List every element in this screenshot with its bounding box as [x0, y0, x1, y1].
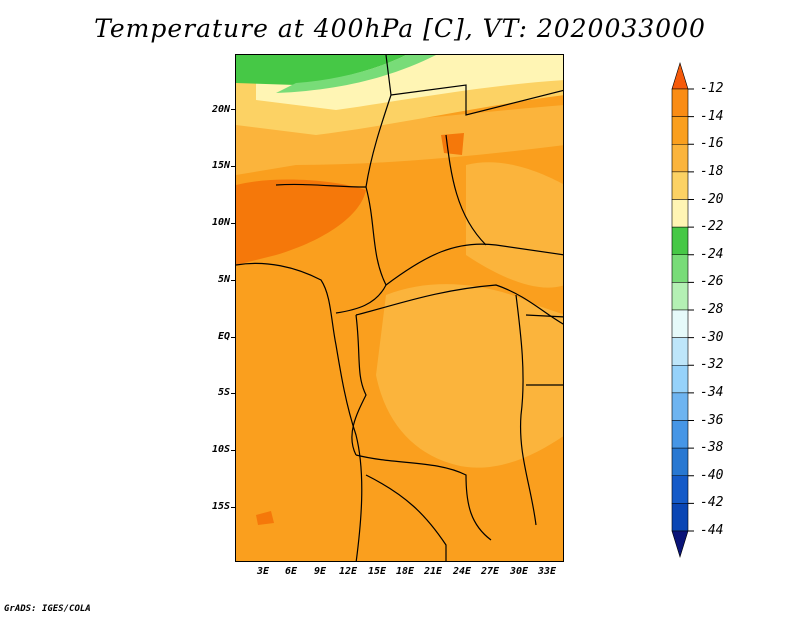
lon-tick-label: 24E — [452, 566, 472, 577]
border-chad — [365, 55, 392, 188]
colorbar-label: -28 — [700, 302, 724, 317]
lat-tick-mark — [231, 280, 235, 281]
colorbar-swatch — [671, 420, 689, 449]
colorbar-label: -34 — [700, 384, 724, 400]
border-sudan-south — [445, 134, 487, 246]
colorbar-swatch — [671, 116, 689, 145]
border-drc-south — [355, 454, 492, 541]
field-lightgreen-edge — [276, 55, 436, 93]
lat-tick-label: 15S — [211, 501, 230, 512]
colorbar-swatch — [671, 447, 689, 477]
map-panel — [235, 54, 564, 562]
field-warm-nigeria — [236, 179, 366, 265]
colorbar-label: -30 — [700, 329, 724, 345]
colorbar-swatch — [671, 61, 689, 90]
colorbar-swatch — [671, 226, 689, 256]
lon-tick-label: 6E — [284, 566, 298, 577]
lon-tick-label: 30E — [509, 566, 529, 577]
field-light-east — [466, 162, 563, 288]
field-light-central-basin — [376, 284, 563, 468]
colorbar-label: -22 — [700, 219, 724, 235]
lon-tick-label: 15E — [367, 566, 387, 577]
temperature-field-map — [236, 55, 563, 561]
colorbar-swatch — [671, 503, 689, 532]
footer-credit: GrADS: IGES/COLA — [4, 604, 91, 614]
colorbar-label: -26 — [700, 274, 724, 290]
lat-tick-mark — [231, 223, 235, 224]
lon-tick-label: 9E — [313, 566, 327, 577]
colorbar-swatches — [671, 61, 689, 559]
colorbar-swatch — [671, 364, 689, 394]
colorbar-label: -40 — [700, 467, 724, 483]
colorbar-label: -14 — [700, 108, 724, 124]
border-cameroon — [335, 186, 387, 314]
lon-tick-label: 3E — [256, 566, 270, 577]
field-warm-sudan-speck — [441, 133, 464, 155]
colorbar-swatch — [671, 254, 689, 283]
lat-tick-label: EQ — [217, 331, 230, 342]
colorbar-swatch — [671, 199, 689, 228]
colorbar-label: -12 — [700, 81, 724, 96]
colorbar-swatch — [671, 475, 689, 504]
lat-tick-mark — [231, 166, 235, 167]
colorbar-swatch — [671, 309, 689, 338]
colorbar-label: -38 — [700, 440, 724, 456]
colorbar-label: -18 — [700, 163, 724, 179]
border-drc-north — [355, 284, 563, 325]
border-east-lakes — [515, 294, 537, 526]
field-green-north — [236, 55, 406, 85]
colorbar-label: -36 — [700, 412, 724, 428]
country-borders — [236, 55, 563, 561]
lat-tick-label: 10N — [211, 217, 230, 228]
lat-tick-mark — [231, 450, 235, 451]
border-drc-west — [351, 314, 367, 456]
lat-tick-label: 10S — [211, 444, 230, 455]
border-sudan-north — [390, 84, 563, 116]
lon-tick-label: 33E — [537, 566, 557, 577]
lon-tick-label: 12E — [338, 566, 358, 577]
lon-tick-label: 21E — [423, 566, 443, 577]
colorbar-ticks — [688, 88, 694, 532]
border-angola-zambia — [365, 474, 447, 561]
colorbar-label: -44 — [700, 523, 724, 538]
lat-tick-label: 5N — [217, 274, 230, 285]
colorbar-label: -20 — [700, 191, 724, 207]
colorbar-swatch — [671, 530, 689, 559]
colorbar-swatch — [671, 88, 689, 117]
map-title: Temperature at 400hPa [C], VT: 202003300… — [94, 14, 706, 43]
coastline-west-africa — [236, 262, 363, 561]
colorbar-swatch — [671, 392, 689, 421]
lat-tick-mark — [231, 507, 235, 508]
colorbar-label: -16 — [700, 136, 724, 152]
lat-tick-label: 20N — [211, 104, 230, 115]
border-uganda-kenya — [525, 314, 563, 318]
colorbar-swatch — [671, 282, 689, 311]
colorbar-swatch — [671, 337, 689, 366]
lat-tick-label: 5S — [217, 387, 230, 398]
lon-tick-label: 18E — [395, 566, 415, 577]
colorbar-swatch — [671, 143, 689, 173]
colorbar-swatch — [671, 171, 689, 200]
colorbar-label: -32 — [700, 357, 724, 373]
lat-tick-label: 15N — [211, 160, 230, 171]
field-warm-south-speck — [256, 511, 274, 525]
lon-tick-label: 27E — [480, 566, 500, 577]
border-car — [385, 243, 563, 286]
border-nigeria-niger — [275, 183, 367, 188]
colorbar-label: -24 — [700, 246, 724, 262]
colorbar-label: -42 — [700, 495, 724, 511]
field-light-north — [236, 105, 563, 175]
lat-tick-mark — [231, 109, 235, 110]
lat-tick-mark — [231, 337, 235, 338]
lat-tick-mark — [231, 393, 235, 394]
